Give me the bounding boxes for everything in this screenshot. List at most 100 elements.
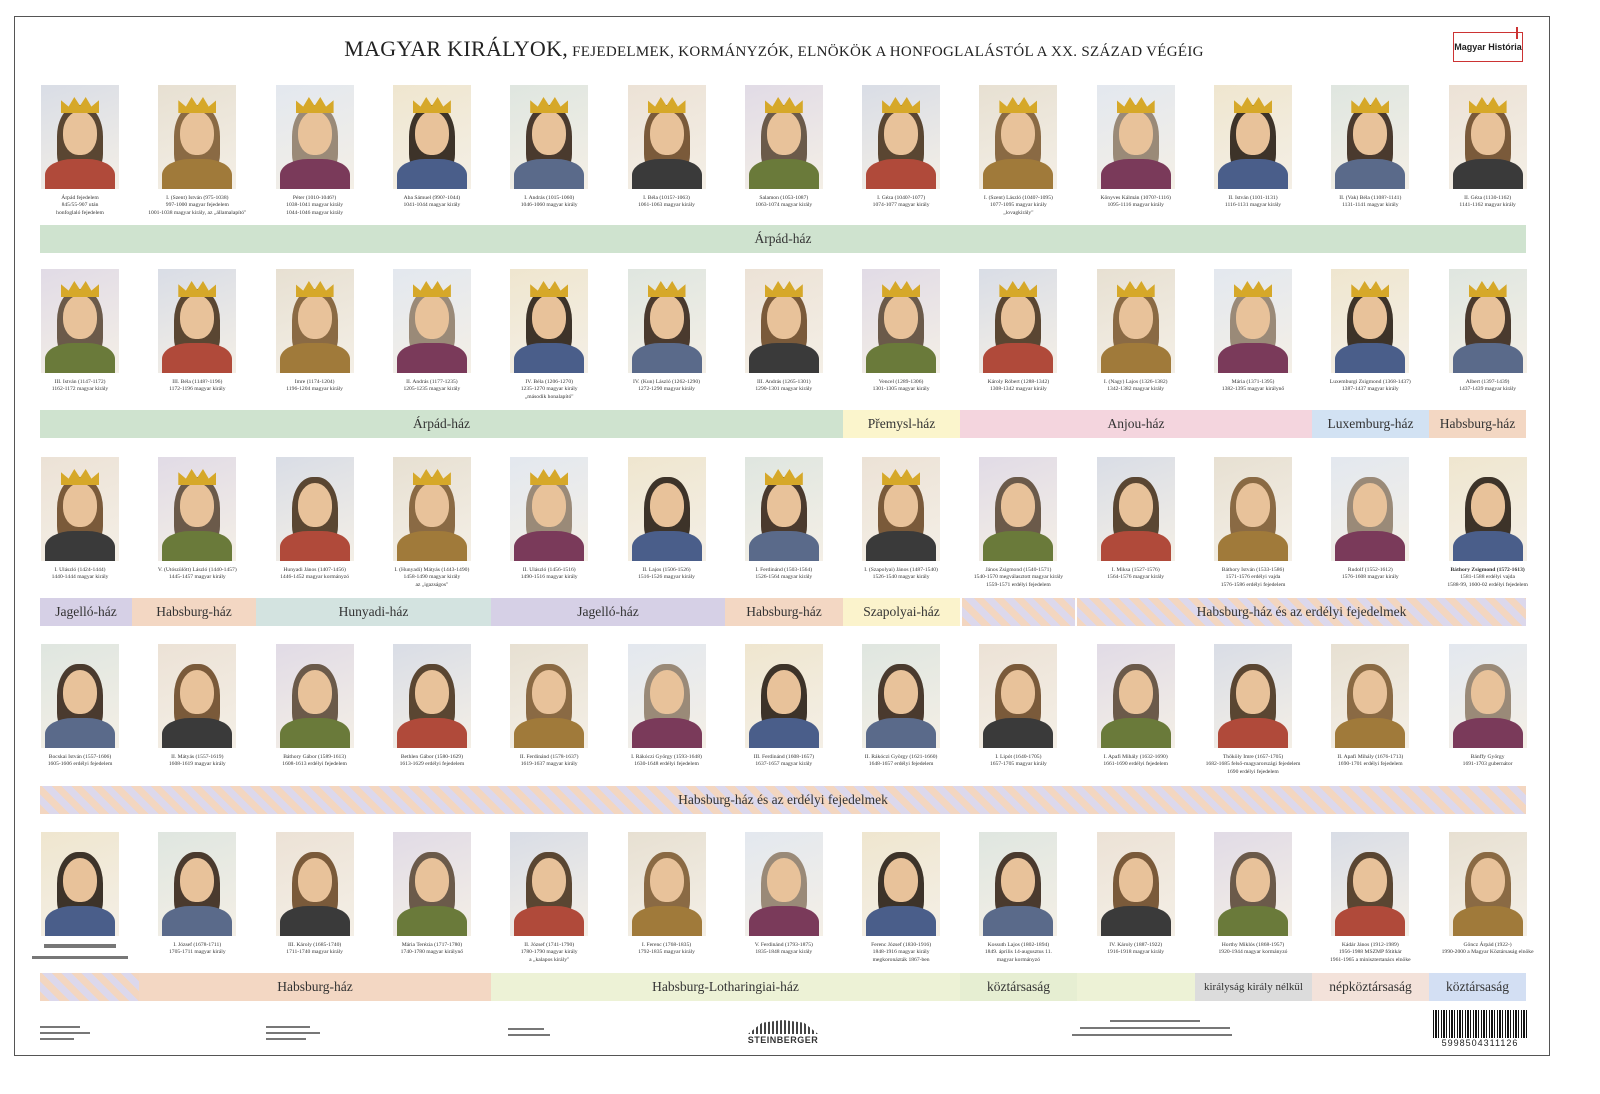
ruler-card: III. Ferdinánd (1608-1657) 1637-1657 magy…: [725, 644, 842, 769]
portrait-face: [63, 670, 97, 714]
portrait-image: [275, 457, 354, 561]
portrait-face: [180, 858, 215, 902]
ruler-caption: II. József (1741-1790) 1780-1790 magyar k…: [491, 942, 608, 964]
portrait-body: [1335, 531, 1406, 561]
ruler-card: V. (Utószülött) László (1440-1457) 1445-1…: [139, 457, 256, 582]
ruler-reign: 1961-1965 a minisztertanács elnöke: [1329, 956, 1411, 963]
portrait-image: [1448, 457, 1527, 561]
portrait-face: [1353, 483, 1388, 527]
portrait-image: [1096, 269, 1175, 373]
portrait-image: [158, 85, 237, 189]
portrait-image: [627, 85, 706, 189]
ruler-reign: 1044-1046 magyar király: [286, 209, 344, 216]
ruler-card: Aba Sámuel (990?-1044) 1041-1044 magyar k…: [373, 85, 490, 210]
ruler-reign: honfoglaló fejedelem: [56, 209, 104, 216]
ruler-caption: II. Rákóczi György (1621-1660) 1648-1657 …: [843, 754, 960, 769]
ruler-card: I. Apafi Mihály (1632-1690) 1661-1690 erd…: [1077, 644, 1194, 769]
portrait-image: [275, 85, 354, 189]
ruler-reign: 1342-1382 magyar király: [1107, 386, 1165, 393]
ruler-name: Albert (1397-1439): [1465, 379, 1510, 385]
ruler-name: III. András (1265-1301): [757, 379, 811, 385]
ruler-reign: 1588-99, 1600-02 erdélyi fejedelem: [1447, 581, 1528, 588]
ruler-reign: 1605-1606 erdélyi fejedelem: [47, 761, 113, 768]
ruler-card: [22, 832, 139, 942]
ruler-card: I. (Szent) László (1040?-1095) 1077-1095 …: [960, 85, 1077, 217]
ruler-name: IV. Béla (1206-1270): [525, 379, 573, 385]
portrait-body: [631, 906, 702, 936]
ruler-reign: 1063-1074 magyar király: [755, 202, 813, 209]
ruler-reign: 1581-1588 erdélyi vajda: [1460, 574, 1515, 581]
portrait-image: [862, 832, 941, 936]
portrait-body: [1100, 343, 1171, 373]
ruler-name: V. (Utószülött) László (1440-1457): [157, 567, 237, 573]
band-habsburg-erdely: Habsburg-ház és az erdélyi fejedelmek: [1077, 598, 1526, 626]
ruler-name: I. Ulászló (1424-1444): [54, 567, 106, 573]
portrait-image: [392, 457, 471, 561]
ruler-reign: a „kalapos király": [529, 956, 570, 963]
ruler-name: Thököly Imre (1657-1705): [1222, 754, 1284, 760]
ruler-caption: I. Béla (1015?-1063) 1061-1063 magyar kir…: [608, 195, 725, 210]
ruler-reign: 1038-1041 magyar király: [286, 202, 344, 209]
ruler-name: I. (Szent) László (1040?-1095): [983, 195, 1053, 201]
portrait-image: [744, 85, 823, 189]
portrait-body: [1452, 906, 1523, 936]
portrait-face: [1470, 858, 1505, 902]
band-premysl: Přemysl-ház: [843, 410, 960, 438]
ruler-name: II. József (1741-1790): [524, 942, 575, 948]
ruler-name: II. István (1101-1131): [1228, 195, 1278, 201]
ruler-caption: Imre (1174-1204) 1196-1204 magyar király: [256, 379, 373, 394]
ruler-caption: Báthory Gábor (1589-1613) 1608-1613 erdél…: [256, 754, 373, 769]
redacted-footer-text: [1080, 1027, 1230, 1029]
portrait-body: [279, 718, 350, 748]
portrait-face: [1118, 295, 1153, 339]
ruler-card: János Zsigmond (1540-1571) 1540-1570 megv…: [960, 457, 1077, 589]
portrait-image: [627, 457, 706, 561]
redacted-footer-text: [508, 1034, 550, 1036]
ruler-name: Bánffy György: [1470, 754, 1505, 760]
portrait-face: [1001, 858, 1036, 902]
portrait-image: [158, 269, 237, 373]
ruler-name: I. (Nagy) Lajos (1326-1382): [1103, 379, 1168, 385]
portrait-image: [392, 269, 471, 373]
ruler-caption: IV. (Kun) László (1262-1290) 1272-1290 ma…: [608, 379, 725, 394]
portrait-body: [1100, 718, 1171, 748]
portrait-image: [1331, 832, 1410, 936]
ruler-card: III. Béla (1148?-1196) 1172-1196 magyar k…: [139, 269, 256, 394]
ruler-card: I. (Nagy) Lajos (1326-1382) 1342-1382 mag…: [1077, 269, 1194, 394]
ruler-caption: II. Ferdinánd (1578-1637) 1619-1637 magya…: [491, 754, 608, 769]
ruler-card: II. András (1177-1235) 1205-1235 magyar k…: [373, 269, 490, 394]
ruler-caption: III. András (1265-1301) 1290-1301 magyar …: [725, 379, 842, 394]
ruler-caption: II. Lajos (1506-1526) 1516-1526 magyar ki…: [608, 567, 725, 582]
portrait-face: [1001, 295, 1036, 339]
portrait-body: [1452, 159, 1523, 189]
portrait-body: [396, 718, 467, 748]
ruler-card: II. Apafi Mihály (1676-1713) 1690-1701 er…: [1312, 644, 1429, 769]
portrait-image: [275, 269, 354, 373]
ruler-name: Luxemburgi Zsigmond (1368-1437): [1329, 379, 1411, 385]
portrait-body: [1452, 531, 1523, 561]
ruler-name: Vencel (1289-1306): [878, 379, 924, 385]
ruler-reign: 1576-1608 magyar király: [1341, 574, 1399, 581]
portrait-image: [510, 85, 589, 189]
portrait-image: [862, 269, 941, 373]
ruler-card: Mária Terézia (1717-1780) 1740-1780 magya…: [373, 832, 490, 957]
portrait-image: [1096, 832, 1175, 936]
portrait-body: [514, 343, 585, 373]
portrait-image: [744, 269, 823, 373]
ruler-caption: I. Miksa (1527-1576) 1564-1576 magyar kir…: [1077, 567, 1194, 582]
ruler-card: Salamon (1053-1087) 1063-1074 magyar kirá…: [725, 85, 842, 210]
ruler-reign: megkoronázták 1867-ben: [872, 956, 930, 963]
ruler-card: Horthy Miklós (1868-1957) 1920-1944 magya…: [1195, 832, 1312, 957]
ruler-name: Hunyadi János (1407-1456): [283, 567, 346, 573]
ruler-reign: 1657-1705 magyar király: [989, 761, 1047, 768]
ruler-card: II. Géza (1130-1162) 1141-1162 magyar kir…: [1429, 85, 1546, 210]
ruler-card: Vencel (1289-1306) 1301-1305 magyar királ…: [843, 269, 960, 394]
ruler-name: III. Béla (1148?-1196): [172, 379, 223, 385]
portrait-image: [1096, 457, 1175, 561]
portrait-body: [396, 906, 467, 936]
portrait-body: [983, 343, 1054, 373]
portrait-body: [748, 531, 819, 561]
ruler-name: Bethlen Gábor (1580-1629): [400, 754, 463, 760]
ruler-name: I. József (1678-1711): [173, 942, 222, 948]
ruler-reign: 1046-1060 magyar király: [520, 202, 578, 209]
